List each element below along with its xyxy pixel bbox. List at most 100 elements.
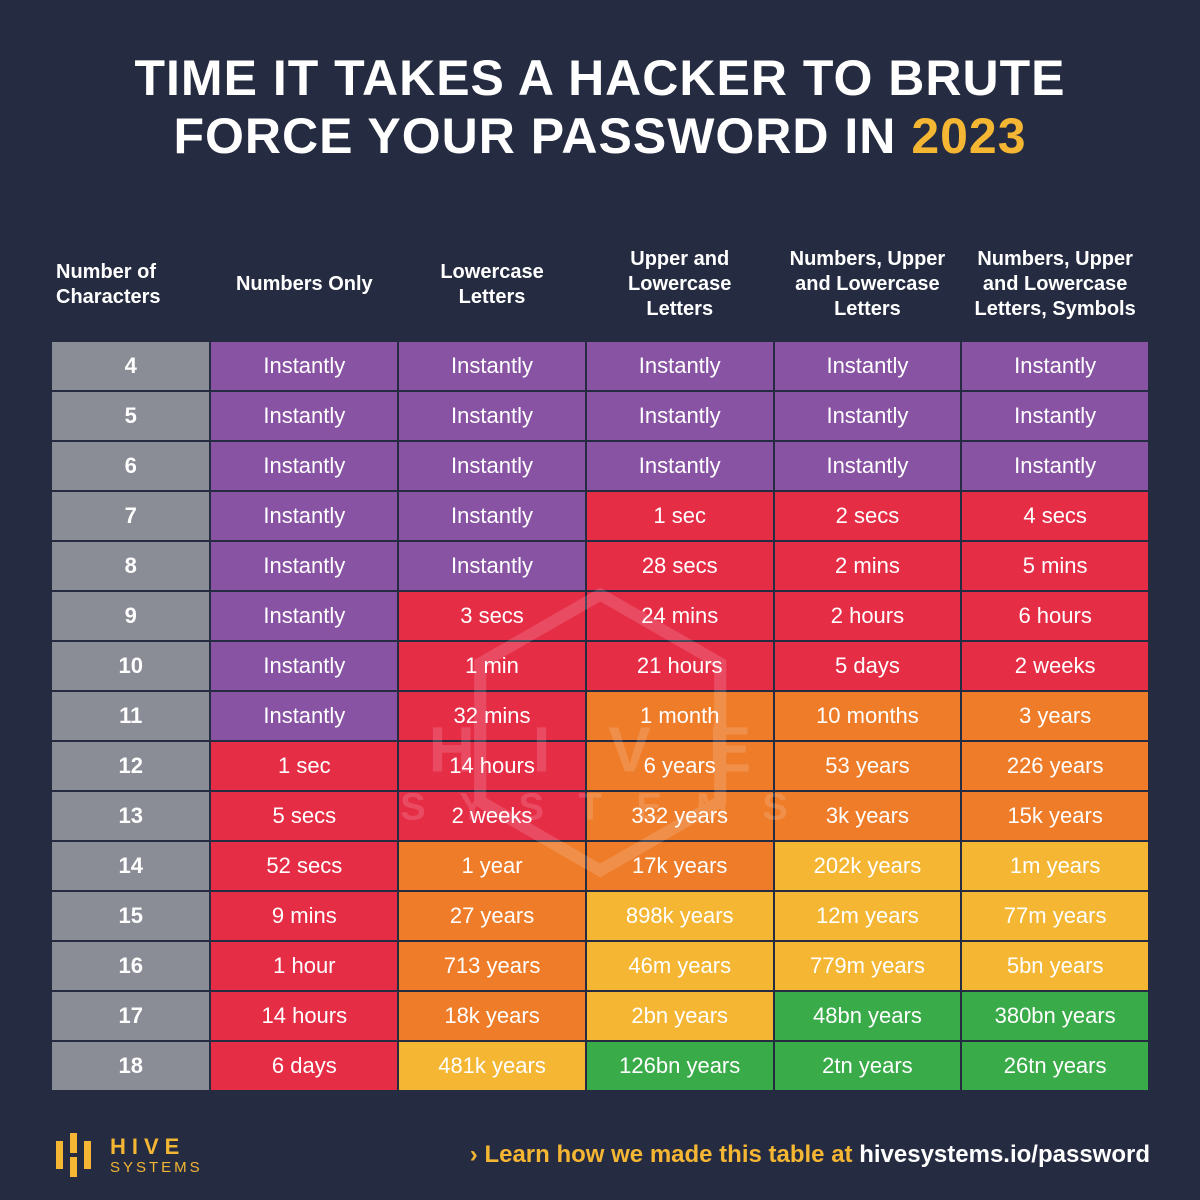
table-cell: 14 hours bbox=[211, 992, 397, 1040]
table-row: 121 sec14 hours6 years53 years226 years bbox=[52, 742, 1148, 790]
table-cell: 46m years bbox=[587, 942, 773, 990]
table-cell: 898k years bbox=[587, 892, 773, 940]
table-cell: 28 secs bbox=[587, 542, 773, 590]
page-title: TIME IT TAKES A HACKER TO BRUTE FORCE YO… bbox=[50, 50, 1150, 165]
table-cell: 713 years bbox=[399, 942, 585, 990]
table-cell: 5 mins bbox=[962, 542, 1148, 590]
table-cell: 380bn years bbox=[962, 992, 1148, 1040]
table-cell: Instantly bbox=[211, 692, 397, 740]
row-number: 5 bbox=[52, 392, 209, 440]
table-cell: 48bn years bbox=[775, 992, 961, 1040]
table-cell: Instantly bbox=[399, 342, 585, 390]
table-cell: Instantly bbox=[399, 442, 585, 490]
table-row: 186 days481k years126bn years2tn years26… bbox=[52, 1042, 1148, 1090]
table-cell: 1m years bbox=[962, 842, 1148, 890]
table-cell: 2bn years bbox=[587, 992, 773, 1040]
footer-url: hivesystems.io/password bbox=[859, 1141, 1150, 1168]
table-cell: 2 weeks bbox=[399, 792, 585, 840]
table-cell: 27 years bbox=[399, 892, 585, 940]
footer-link[interactable]: › Learn how we made this table at hivesy… bbox=[470, 1141, 1150, 1169]
table-cell: 2 hours bbox=[775, 592, 961, 640]
row-number: 16 bbox=[52, 942, 209, 990]
logo-line-1: HIVE bbox=[110, 1136, 203, 1158]
table-cell: 26tn years bbox=[962, 1042, 1148, 1090]
table-cell: 15k years bbox=[962, 792, 1148, 840]
table-cell: 5 secs bbox=[211, 792, 397, 840]
logo-line-2: SYSTEMS bbox=[110, 1160, 203, 1175]
table-cell: 1 month bbox=[587, 692, 773, 740]
table-row: 159 mins27 years898k years12m years77m y… bbox=[52, 892, 1148, 940]
table-cell: 3 secs bbox=[399, 592, 585, 640]
table-row: 11Instantly32 mins1 month10 months3 year… bbox=[52, 692, 1148, 740]
table-cell: Instantly bbox=[587, 392, 773, 440]
hive-logo-icon bbox=[50, 1127, 98, 1183]
row-number: 9 bbox=[52, 592, 209, 640]
table-cell: 779m years bbox=[775, 942, 961, 990]
table-cell: 1 sec bbox=[587, 492, 773, 540]
table-cell: 6 years bbox=[587, 742, 773, 790]
table-row: 4InstantlyInstantlyInstantlyInstantlyIns… bbox=[52, 342, 1148, 390]
footer: HIVE SYSTEMS › Learn how we made this ta… bbox=[50, 1127, 1150, 1183]
row-number: 7 bbox=[52, 492, 209, 540]
header-row: Number of CharactersNumbers OnlyLowercas… bbox=[52, 237, 1148, 340]
table-cell: Instantly bbox=[211, 442, 397, 490]
table-cell: 1 year bbox=[399, 842, 585, 890]
table-wrap: H I V E S Y S T E M S Number of Characte… bbox=[50, 235, 1150, 1092]
table-cell: 5 days bbox=[775, 642, 961, 690]
table-cell: 6 days bbox=[211, 1042, 397, 1090]
table-cell: 24 mins bbox=[587, 592, 773, 640]
table-cell: Instantly bbox=[587, 342, 773, 390]
table-row: 6InstantlyInstantlyInstantlyInstantlyIns… bbox=[52, 442, 1148, 490]
table-cell: 481k years bbox=[399, 1042, 585, 1090]
table-row: 1452 secs1 year17k years202k years1m yea… bbox=[52, 842, 1148, 890]
table-cell: 3 years bbox=[962, 692, 1148, 740]
title-line-2-prefix: FORCE YOUR PASSWORD IN bbox=[173, 108, 911, 164]
table-row: 9Instantly3 secs24 mins2 hours6 hours bbox=[52, 592, 1148, 640]
title-line-1: TIME IT TAKES A HACKER TO BRUTE bbox=[135, 50, 1066, 106]
table-row: 7InstantlyInstantly1 sec2 secs4 secs bbox=[52, 492, 1148, 540]
table-row: 5InstantlyInstantlyInstantlyInstantlyIns… bbox=[52, 392, 1148, 440]
table-cell: 53 years bbox=[775, 742, 961, 790]
table-cell: 4 secs bbox=[962, 492, 1148, 540]
table-cell: Instantly bbox=[962, 342, 1148, 390]
table-cell: Instantly bbox=[962, 392, 1148, 440]
row-number: 14 bbox=[52, 842, 209, 890]
table-cell: 32 mins bbox=[399, 692, 585, 740]
row-number: 18 bbox=[52, 1042, 209, 1090]
table-cell: 126bn years bbox=[587, 1042, 773, 1090]
col-header-5: Numbers, Upper and Lowercase Letters, Sy… bbox=[962, 237, 1148, 340]
row-number: 17 bbox=[52, 992, 209, 1040]
table-cell: 14 hours bbox=[399, 742, 585, 790]
col-header-3: Upper and Lowercase Letters bbox=[587, 237, 773, 340]
footer-lead: Learn how we made this table at bbox=[478, 1141, 859, 1168]
row-number: 6 bbox=[52, 442, 209, 490]
table-row: 135 secs2 weeks332 years3k years15k year… bbox=[52, 792, 1148, 840]
logo-text: HIVE SYSTEMS bbox=[110, 1136, 203, 1175]
table-cell: 226 years bbox=[962, 742, 1148, 790]
table-cell: 5bn years bbox=[962, 942, 1148, 990]
table-cell: Instantly bbox=[775, 392, 961, 440]
table-cell: 1 min bbox=[399, 642, 585, 690]
table-cell: Instantly bbox=[399, 542, 585, 590]
row-number: 13 bbox=[52, 792, 209, 840]
table-cell: Instantly bbox=[399, 492, 585, 540]
table-cell: 1 hour bbox=[211, 942, 397, 990]
table-cell: Instantly bbox=[211, 542, 397, 590]
title-year: 2023 bbox=[911, 108, 1026, 164]
table-cell: Instantly bbox=[587, 442, 773, 490]
table-cell: Instantly bbox=[211, 642, 397, 690]
table-row: 1714 hours18k years2bn years48bn years38… bbox=[52, 992, 1148, 1040]
table-cell: 10 months bbox=[775, 692, 961, 740]
table-cell: 9 mins bbox=[211, 892, 397, 940]
password-table: Number of CharactersNumbers OnlyLowercas… bbox=[50, 235, 1150, 1092]
col-header-1: Numbers Only bbox=[211, 237, 397, 340]
col-header-4: Numbers, Upper and Lowercase Letters bbox=[775, 237, 961, 340]
table-cell: 2 weeks bbox=[962, 642, 1148, 690]
table-row: 8InstantlyInstantly28 secs2 mins5 mins bbox=[52, 542, 1148, 590]
col-header-0: Number of Characters bbox=[52, 237, 209, 340]
table-row: 10Instantly1 min21 hours5 days2 weeks bbox=[52, 642, 1148, 690]
table-cell: 6 hours bbox=[962, 592, 1148, 640]
chevron-right-icon: › bbox=[470, 1141, 478, 1168]
row-number: 4 bbox=[52, 342, 209, 390]
table-cell: 3k years bbox=[775, 792, 961, 840]
